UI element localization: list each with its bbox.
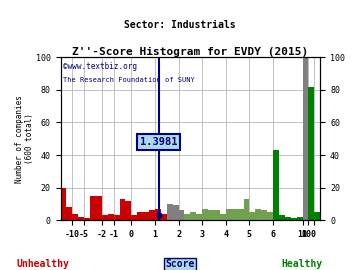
Bar xyxy=(220,214,226,220)
Bar xyxy=(143,212,149,220)
Bar xyxy=(285,217,291,220)
Bar xyxy=(60,188,66,220)
Bar xyxy=(84,218,90,220)
Bar xyxy=(184,214,190,220)
Bar xyxy=(249,212,255,220)
Text: Score: Score xyxy=(165,259,195,269)
Bar xyxy=(78,217,84,220)
Bar xyxy=(309,87,314,220)
Bar xyxy=(226,209,232,220)
Bar xyxy=(90,196,96,220)
Bar xyxy=(72,214,78,220)
Y-axis label: Number of companies
(600 total): Number of companies (600 total) xyxy=(15,95,35,183)
Text: Sector: Industrials: Sector: Industrials xyxy=(124,20,236,30)
Text: Unhealthy: Unhealthy xyxy=(17,259,69,269)
Bar xyxy=(243,199,249,220)
Bar xyxy=(155,209,161,220)
Bar xyxy=(179,210,184,220)
Bar xyxy=(173,205,179,220)
Bar xyxy=(302,58,309,220)
Bar xyxy=(125,201,131,220)
Bar xyxy=(190,212,196,220)
Bar xyxy=(208,210,214,220)
Bar xyxy=(108,214,114,220)
Bar xyxy=(297,217,302,220)
Text: Healthy: Healthy xyxy=(282,259,323,269)
Text: 1.3981: 1.3981 xyxy=(140,137,177,147)
Bar xyxy=(314,212,320,220)
Bar xyxy=(167,204,173,220)
Bar xyxy=(279,215,285,220)
Title: Z''-Score Histogram for EVDY (2015): Z''-Score Histogram for EVDY (2015) xyxy=(72,48,309,58)
Bar xyxy=(137,212,143,220)
Text: The Research Foundation of SUNY: The Research Foundation of SUNY xyxy=(63,77,195,83)
Bar xyxy=(149,210,155,220)
Bar xyxy=(66,207,72,220)
Bar xyxy=(196,214,202,220)
Bar xyxy=(96,196,102,220)
Bar xyxy=(131,215,137,220)
Bar xyxy=(255,209,261,220)
Bar xyxy=(214,210,220,220)
Bar xyxy=(238,209,243,220)
Bar xyxy=(161,214,167,220)
Bar xyxy=(261,210,267,220)
Bar xyxy=(202,209,208,220)
Bar xyxy=(120,199,125,220)
Bar xyxy=(267,212,273,220)
Bar xyxy=(102,215,108,220)
Bar xyxy=(291,218,297,220)
Bar xyxy=(232,209,238,220)
Text: ©www.textbiz.org: ©www.textbiz.org xyxy=(63,62,137,71)
Bar xyxy=(114,215,120,220)
Bar xyxy=(273,150,279,220)
